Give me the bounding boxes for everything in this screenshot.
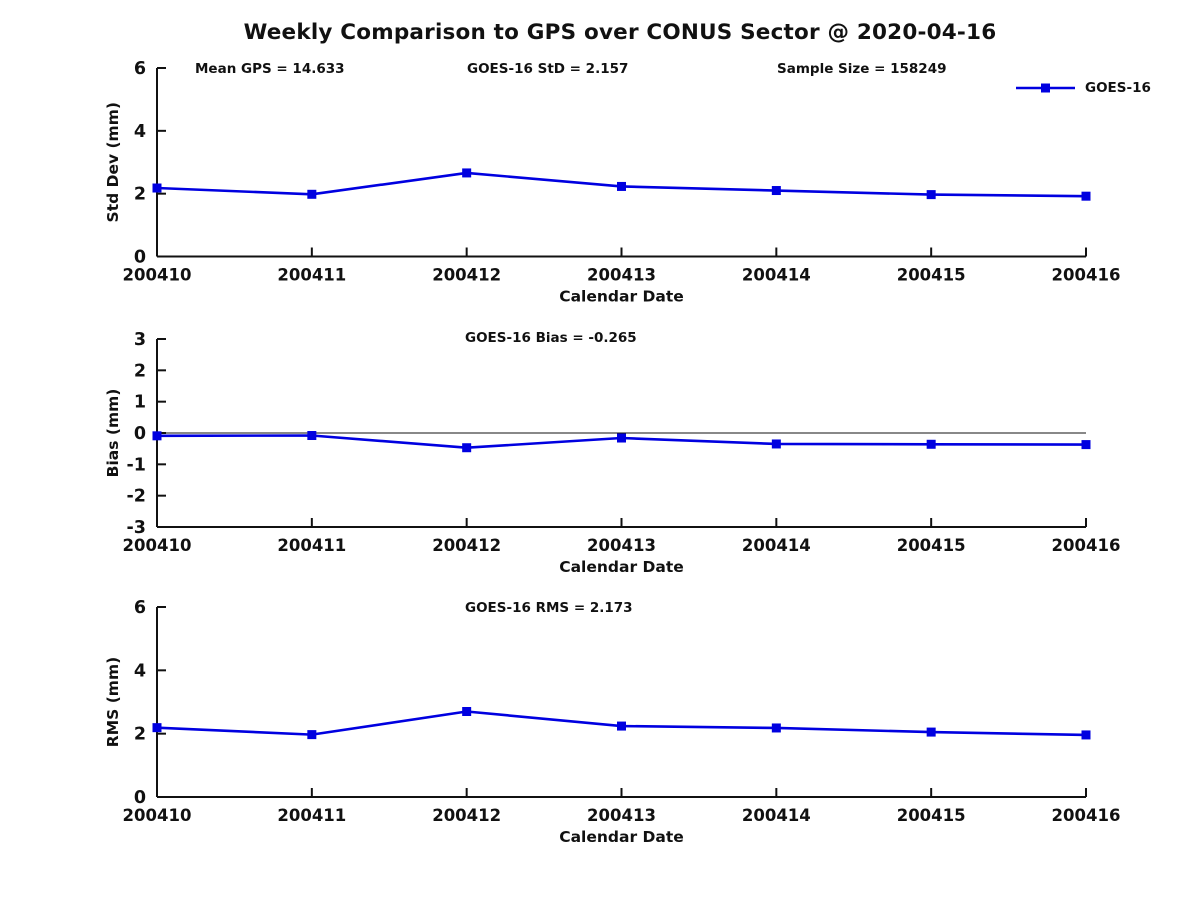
y-tick-label: 2	[134, 361, 146, 381]
data-point-marker	[926, 727, 936, 737]
y-tick-label: 2	[134, 725, 146, 745]
legend: GOES-16	[1015, 80, 1151, 96]
x-tick-label: 200412	[432, 536, 501, 555]
subplot-std-dev: 0 2 4 6 200410 200411 200412 200413 200414 200415…	[104, 59, 1120, 306]
x-tick-label: 200416	[1052, 266, 1121, 285]
annotation-goes16-std: GOES-16 StD = 2.157	[467, 61, 629, 77]
x-tick-label: 200411	[277, 536, 346, 555]
x-axis-title: Calendar Date	[559, 288, 684, 306]
data-point-marker	[1081, 730, 1091, 740]
data-point-marker	[152, 431, 162, 441]
data-point-marker	[617, 181, 626, 191]
x-tick-label: 200415	[897, 266, 966, 285]
data-point-marker	[926, 190, 936, 200]
data-point-marker	[1081, 191, 1091, 201]
x-tick-label: 200410	[123, 536, 192, 555]
y-tick-label: 4	[134, 661, 146, 681]
x-tick-label: 200413	[587, 536, 656, 555]
y-tick-label: -1	[127, 455, 146, 475]
data-point-marker	[152, 723, 162, 733]
data-point-marker	[462, 443, 472, 453]
y-axis-title: RMS (mm)	[104, 657, 122, 747]
data-point-marker	[462, 168, 472, 178]
annotation-goes16-bias: GOES-16 Bias = -0.265	[465, 330, 637, 346]
y-tick-label: 0	[134, 424, 146, 444]
page-title: Weekly Comparison to GPS over CONUS Sect…	[243, 20, 997, 45]
data-point-marker	[307, 730, 317, 740]
y-tick-label: 1	[134, 393, 146, 413]
data-point-marker	[307, 431, 317, 441]
x-tick-label: 200410	[123, 806, 192, 825]
x-tick-label: 200412	[432, 266, 501, 285]
data-point-marker	[462, 707, 472, 716]
x-tick-label: 200416	[1052, 536, 1121, 555]
subplot-bias: -3 -2 -1 0 1 2 3 200410 200411 200412 200413 200414…	[104, 330, 1120, 576]
subplot-rms: 0 2 4 6 200410 200411 200412 200413 200414 200415…	[104, 598, 1120, 846]
x-tick-label: 200414	[742, 806, 811, 825]
y-tick-label: 6	[134, 598, 146, 618]
annotation-mean-gps: Mean GPS = 14.633	[195, 61, 345, 77]
data-point-marker	[307, 189, 317, 199]
x-tick-label: 200410	[123, 266, 192, 285]
y-tick-label: 0	[134, 248, 146, 268]
legend-label: GOES-16	[1085, 80, 1151, 96]
y-tick-label: 3	[134, 330, 146, 350]
x-axis-title: Calendar Date	[559, 828, 684, 846]
annotation-goes16-rms: GOES-16 RMS = 2.173	[465, 600, 633, 616]
data-point-marker	[926, 439, 936, 449]
x-axis-title: Calendar Date	[559, 558, 684, 576]
x-tick-label: 200411	[277, 806, 346, 825]
x-tick-label: 200413	[587, 806, 656, 825]
data-point-marker	[771, 439, 781, 449]
y-axis-title: Bias (mm)	[104, 389, 122, 478]
data-point-marker	[617, 721, 626, 731]
y-tick-label: 6	[134, 59, 146, 79]
x-tick-label: 200413	[587, 266, 656, 285]
x-tick-label: 200415	[897, 536, 966, 555]
y-axis-title: Std Dev (mm)	[104, 102, 122, 222]
y-tick-label: 0	[134, 788, 146, 808]
x-tick-label: 200414	[742, 536, 811, 555]
data-point-marker	[771, 723, 781, 733]
y-tick-label: -3	[127, 518, 146, 538]
legend-line-marker-icon	[1016, 83, 1075, 93]
data-point-marker	[771, 186, 781, 196]
annotation-sample-size: Sample Size = 158249	[777, 61, 947, 77]
x-tick-label: 200416	[1052, 806, 1121, 825]
y-tick-label: 2	[134, 185, 146, 205]
x-tick-label: 200412	[432, 806, 501, 825]
x-tick-label: 200415	[897, 806, 966, 825]
x-tick-label: 200411	[277, 266, 346, 285]
data-point-marker	[152, 183, 162, 193]
data-point-marker	[1081, 440, 1091, 450]
y-tick-label: -2	[127, 487, 146, 507]
x-tick-label: 200414	[742, 266, 811, 285]
y-tick-label: 4	[134, 122, 146, 142]
data-point-marker	[617, 433, 626, 443]
